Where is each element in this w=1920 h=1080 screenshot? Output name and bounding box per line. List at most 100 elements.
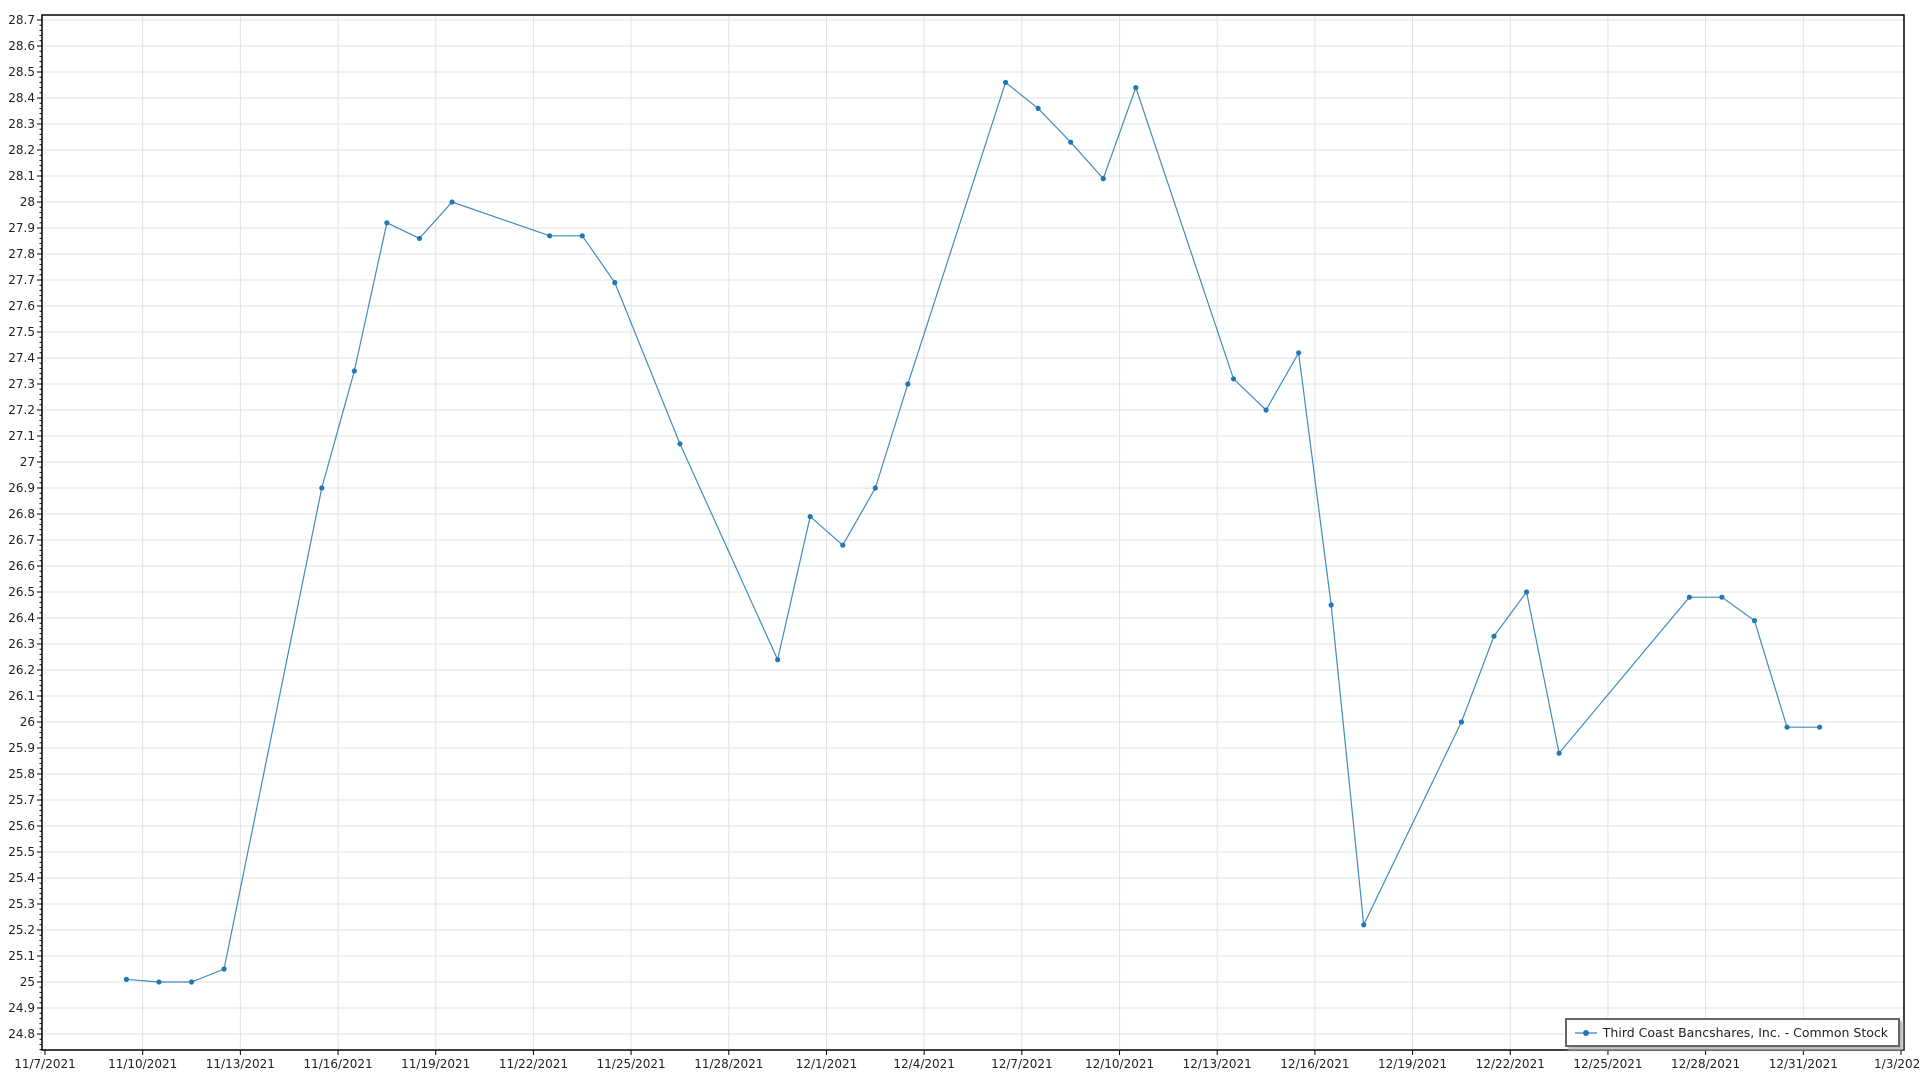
x-tick-label: 11/13/2021	[206, 1057, 275, 1071]
y-tick-label: 25.4	[8, 871, 35, 885]
y-tick-label: 25.8	[8, 767, 35, 781]
data-point	[1523, 589, 1530, 595]
y-tick-label: 26.7	[8, 533, 35, 547]
data-point	[1784, 724, 1790, 730]
data-point	[1328, 602, 1334, 608]
y-tick-label: 27.3	[8, 377, 35, 391]
series-plot	[123, 79, 1823, 985]
data-point	[1361, 922, 1367, 928]
x-tick-label: 12/7/2021	[991, 1057, 1053, 1071]
data-point	[1491, 633, 1497, 639]
y-tick-label: 26	[20, 715, 35, 729]
plot-frame	[41, 14, 1905, 1051]
y-tick-label: 25.1	[8, 949, 35, 963]
y-tick-label: 27.6	[8, 299, 35, 313]
data-point	[872, 485, 878, 491]
x-tick-label: 12/25/2021	[1573, 1057, 1642, 1071]
y-tick-label: 25.5	[8, 845, 35, 859]
data-point	[319, 485, 325, 491]
data-point	[547, 233, 553, 239]
data-point	[1686, 594, 1692, 600]
grid	[42, 15, 1904, 1050]
data-point	[1002, 79, 1009, 85]
y-tick-label: 28.2	[8, 143, 35, 157]
data-point	[1556, 750, 1562, 756]
y-tick-label: 28.7	[8, 13, 35, 27]
y-tick-label: 25.6	[8, 819, 35, 833]
y-tick-label: 24.8	[8, 1027, 35, 1041]
x-tick-label: 12/4/2021	[893, 1057, 955, 1071]
data-point	[905, 381, 911, 387]
y-tick-label: 25	[20, 975, 35, 989]
x-tick-label: 11/28/2021	[694, 1057, 763, 1071]
y-tick-label: 28.4	[8, 91, 35, 105]
y-tick-label: 26.6	[8, 559, 35, 573]
data-point	[677, 441, 683, 447]
data-point	[156, 979, 162, 985]
data-point	[351, 368, 357, 374]
y-tick-label: 24.9	[8, 1001, 35, 1015]
x-tick-label: 12/22/2021	[1476, 1057, 1545, 1071]
data-point	[1751, 618, 1758, 624]
y-tick-label: 26.1	[8, 689, 35, 703]
y-tick-label: 26.4	[8, 611, 35, 625]
y-tick-label: 25.9	[8, 741, 35, 755]
legend: Third Coast Bancshares, Inc. - Common St…	[1564, 1018, 1900, 1047]
x-axis: 11/7/2021 11/10/2021 11/13/2021 11/16/2021 1…	[14, 1050, 1920, 1071]
y-tick-label: 27	[20, 455, 35, 469]
x-tick-label: 12/13/2021	[1183, 1057, 1252, 1071]
data-point	[612, 280, 618, 286]
y-tick-label: 28.5	[8, 65, 35, 79]
data-point	[840, 542, 846, 548]
x-tick-label: 12/1/2021	[796, 1057, 858, 1071]
y-tick-label: 26.8	[8, 507, 35, 521]
data-point	[1230, 376, 1237, 382]
y-tick-label: 27.5	[8, 325, 35, 339]
data-point	[123, 976, 130, 983]
data-point	[1816, 724, 1823, 730]
data-point	[775, 657, 781, 663]
data-point	[1719, 594, 1725, 600]
data-point	[1296, 350, 1302, 356]
y-tick-label: 27.8	[8, 247, 35, 261]
data-point	[416, 235, 423, 241]
x-tick-label: 11/25/2021	[597, 1057, 666, 1071]
data-point	[1133, 85, 1139, 91]
y-tick-label: 27.2	[8, 403, 35, 417]
y-tick-label: 28.1	[8, 169, 35, 183]
y-tick-label: 25.3	[8, 897, 35, 911]
x-tick-label: 11/16/2021	[303, 1057, 372, 1071]
data-point	[188, 979, 195, 985]
data-point	[221, 966, 227, 972]
y-tick-label: 26.9	[8, 481, 35, 495]
data-point	[1035, 105, 1041, 111]
y-tick-label: 28.3	[8, 117, 35, 131]
y-axis: 24.8 24.9 25 25.1 25.2 25.3 25.4 25.5 25.6 25.7 25…	[8, 13, 42, 1051]
x-tick-label: 11/7/2021	[14, 1057, 76, 1071]
x-tick-label: 12/19/2021	[1378, 1057, 1447, 1071]
y-tick-label: 27.1	[8, 429, 35, 443]
data-point	[384, 220, 390, 226]
data-point	[807, 514, 813, 520]
y-tick-label: 25.2	[8, 923, 35, 937]
x-tick-label: 12/10/2021	[1085, 1057, 1154, 1071]
y-tick-label: 26.2	[8, 663, 35, 677]
y-tick-label: 28	[20, 195, 35, 209]
y-tick-label: 27.4	[8, 351, 35, 365]
series-line	[126, 81, 1820, 983]
x-tick-label: 12/28/2021	[1671, 1057, 1740, 1071]
data-point	[1458, 719, 1465, 725]
legend-label: Third Coast Bancshares, Inc. - Common St…	[1602, 1025, 1888, 1040]
x-tick-label: 1/3/2022	[1874, 1057, 1920, 1071]
x-tick-label: 11/10/2021	[108, 1057, 177, 1071]
data-point	[1263, 407, 1269, 413]
legend-line-marker-icon	[1574, 1028, 1597, 1038]
y-tick-label: 27.7	[8, 273, 35, 287]
y-tick-label: 27.9	[8, 221, 35, 235]
x-tick-label: 12/31/2021	[1769, 1057, 1838, 1071]
x-tick-label: 11/19/2021	[401, 1057, 470, 1071]
y-tick-label: 28.6	[8, 39, 35, 53]
y-tick-label: 25.7	[8, 793, 35, 807]
data-point	[1100, 176, 1106, 182]
